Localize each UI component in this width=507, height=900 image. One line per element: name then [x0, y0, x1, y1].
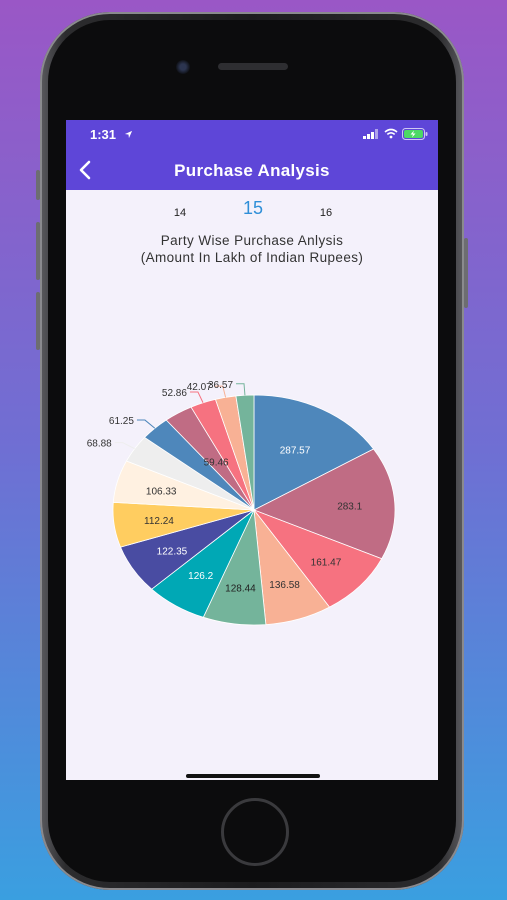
- front-camera: [176, 60, 190, 74]
- slice-label-13: 52.86: [162, 388, 187, 399]
- leader-line-15: [236, 383, 246, 396]
- selector-next[interactable]: 16: [319, 207, 333, 219]
- app-screen: 1:31 Purchase Analysis 14 15 16 P: [66, 120, 438, 780]
- pie-slice-1[interactable]: [253, 394, 375, 511]
- pie-slice-3[interactable]: [252, 509, 383, 608]
- slice-label-10: 68.88: [87, 439, 112, 450]
- power-button: [464, 238, 468, 308]
- slice-label-12: 59.46: [204, 458, 229, 469]
- slice-label-5: 128.44: [225, 583, 256, 594]
- chart-subtitle: (Amount In Lakh of Indian Rupees): [140, 250, 364, 265]
- slice-label-9: 106.33: [146, 486, 177, 497]
- leader-line-10: [114, 442, 135, 450]
- volume-up-button: [36, 222, 40, 280]
- chevron-left-icon: [79, 160, 91, 180]
- slice-label-7: 122.35: [157, 546, 188, 557]
- leader-line-11: [136, 419, 156, 429]
- page-title: Purchase Analysis: [174, 161, 330, 180]
- home-indicator: [186, 774, 320, 778]
- nav-bar: Purchase Analysis: [66, 148, 438, 190]
- chart-title: Party Wise Purchase Anlysis: [160, 233, 344, 248]
- status-time: 1:31: [90, 127, 117, 142]
- leader-line-13: [189, 391, 204, 403]
- earpiece-speaker: [218, 63, 288, 70]
- selector-prev[interactable]: 14: [173, 207, 187, 219]
- pie-slice-2[interactable]: [253, 448, 396, 560]
- slice-label-4: 136.58: [269, 580, 300, 591]
- pie-chart: 287.57 283.1 161.47 136.58 128.44 126.2 122.35…: [87, 380, 396, 626]
- wifi-icon: [384, 128, 398, 139]
- leader-line-14: [214, 385, 227, 398]
- location-arrow-icon: [124, 130, 133, 139]
- slice-label-2: 283.1: [337, 501, 362, 512]
- slice-label-14: 42.07: [187, 382, 212, 393]
- slice-label-1: 287.57: [280, 446, 311, 457]
- status-bar: 1:31: [66, 120, 438, 148]
- slice-label-15: 36.57: [208, 380, 233, 391]
- back-button[interactable]: [78, 154, 92, 185]
- slice-label-11: 61.25: [109, 416, 134, 427]
- volume-down-button: [36, 292, 40, 350]
- slice-label-8: 112.24: [144, 516, 174, 527]
- cellular-signal-icon: [363, 129, 378, 139]
- slice-label-6: 126.2: [188, 571, 213, 582]
- selector-current[interactable]: 15: [242, 198, 264, 218]
- battery-charging-icon: [402, 128, 428, 140]
- home-button[interactable]: [221, 798, 289, 866]
- slice-label-3: 161.47: [311, 558, 342, 569]
- mute-switch: [36, 170, 40, 200]
